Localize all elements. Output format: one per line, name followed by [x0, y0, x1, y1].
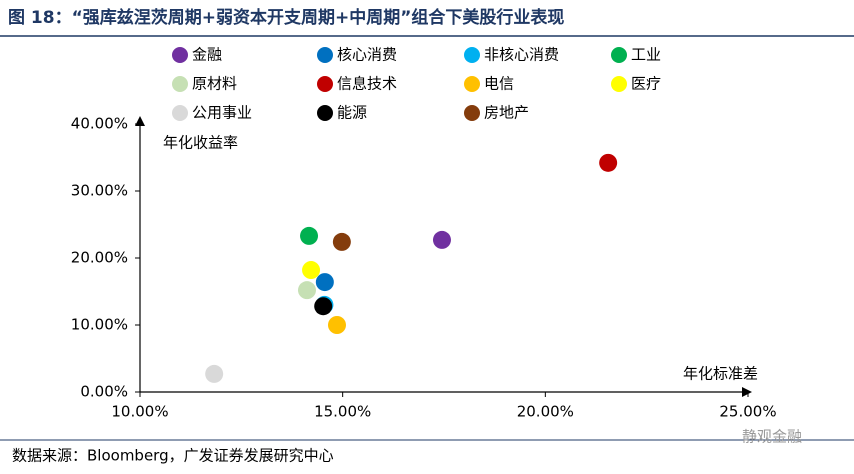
- x-tick-label: 15.00%: [314, 403, 371, 421]
- legend-label: 医疗: [631, 75, 661, 93]
- x-tick-label: 25.00%: [719, 403, 776, 421]
- legend-label: 工业: [631, 46, 661, 64]
- legend-label: 信息技术: [337, 75, 397, 93]
- legend-label: 原材料: [192, 75, 237, 93]
- legend-label: 非核心消费: [484, 46, 559, 64]
- legend-label: 房地产: [484, 104, 529, 122]
- source-note: 数据来源：Bloomberg，广发证券发展研究中心: [12, 447, 334, 465]
- legend-label: 能源: [337, 104, 367, 122]
- scatter-point: [432, 230, 451, 249]
- scatter-point: [300, 226, 319, 245]
- legend-swatch: [317, 47, 333, 63]
- legend-swatch: [464, 105, 480, 121]
- scatter-point: [297, 281, 316, 300]
- x-tick-label: 10.00%: [111, 403, 168, 421]
- scatter-point: [332, 232, 351, 251]
- legend-swatch: [611, 47, 627, 63]
- y-axis-label: 年化收益率: [163, 134, 238, 152]
- y-tick-label: 30.00%: [71, 182, 128, 200]
- y-tick-label: 0.00%: [80, 383, 128, 401]
- legend-swatch: [464, 47, 480, 63]
- legend-label: 金融: [192, 46, 222, 64]
- scatter-point: [315, 273, 334, 292]
- scatter-point: [327, 316, 346, 334]
- legend-swatch: [172, 105, 188, 121]
- legend-swatch: [172, 76, 188, 92]
- legend-label: 电信: [484, 75, 514, 93]
- legend-label: 公用事业: [192, 104, 252, 122]
- x-axis-arrow: [742, 387, 752, 397]
- legend-swatch: [611, 76, 627, 92]
- x-tick-label: 20.00%: [517, 403, 574, 421]
- legend-swatch: [464, 76, 480, 92]
- scatter-point: [314, 297, 333, 316]
- watermark: 静观金融: [742, 428, 802, 446]
- legend-swatch: [317, 105, 333, 121]
- scatter-point: [302, 261, 321, 280]
- legend-swatch: [317, 76, 333, 92]
- legend-swatch: [172, 47, 188, 63]
- scatter-point: [205, 364, 224, 383]
- y-tick-label: 20.00%: [71, 249, 128, 267]
- chart-title: 图 18：“强库兹涅茨周期+弱资本开支周期+中周期”组合下美股行业表现: [8, 7, 564, 28]
- y-tick-label: 10.00%: [71, 316, 128, 334]
- x-axis-label: 年化标准差: [683, 365, 758, 383]
- legend-label: 核心消费: [337, 46, 397, 64]
- y-tick-label: 40.00%: [71, 115, 128, 133]
- scatter-point: [599, 153, 618, 172]
